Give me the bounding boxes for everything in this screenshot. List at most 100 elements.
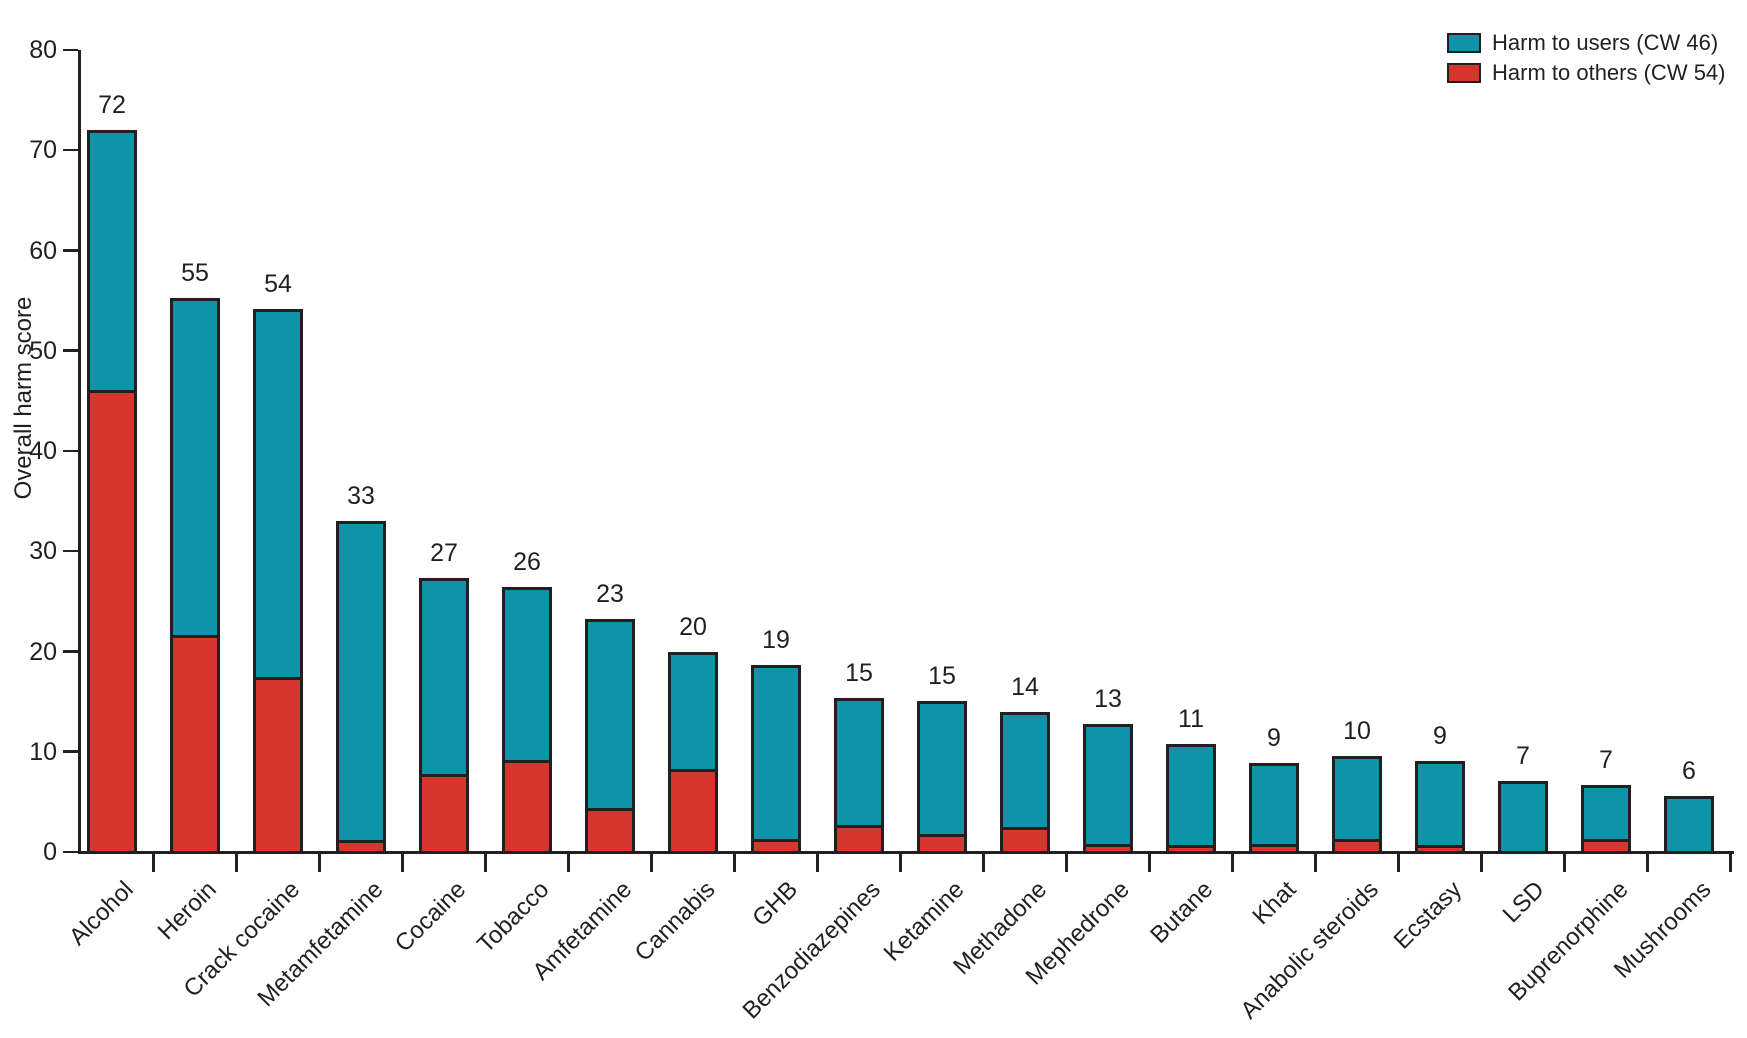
bar-segment-harm-to-others	[90, 389, 134, 851]
bar-crack-cocaine	[253, 308, 303, 854]
bar-segment-harm-to-others	[422, 773, 466, 851]
bar-ecstasy	[1415, 760, 1465, 854]
bar-lsd	[1498, 780, 1548, 854]
bar-segment-harm-to-others	[671, 768, 715, 851]
bar-segment-harm-to-others	[1418, 844, 1462, 851]
bar-segment-harm-to-others	[920, 833, 964, 851]
bar-value-label: 33	[347, 482, 375, 511]
y-axis-tick-label: 50	[29, 336, 57, 365]
x-axis-category-label: Cocaine	[389, 876, 472, 958]
bar-segment-harm-to-others	[1086, 843, 1130, 851]
legend-label: Harm to others (CW 54)	[1492, 60, 1726, 85]
bar-value-label: 19	[762, 625, 790, 654]
bar-methadone	[1000, 711, 1050, 854]
bar-segment-harm-to-others	[256, 676, 300, 851]
legend-swatch-teal	[1447, 33, 1481, 53]
y-axis-tick	[63, 249, 78, 252]
y-axis-tick-label: 40	[29, 437, 57, 465]
y-axis-tick-label: 30	[29, 537, 57, 566]
bar-khat	[1249, 762, 1299, 854]
x-axis-tick	[152, 853, 155, 872]
bar-cannabis	[668, 651, 718, 854]
x-axis-tick	[1646, 853, 1649, 872]
y-axis-tick	[63, 750, 78, 753]
bar-value-label: 7	[1516, 741, 1530, 770]
y-axis-tick-label: 60	[29, 236, 57, 265]
y-axis-tick-label: 0	[43, 838, 57, 866]
bar-value-label: 7	[1599, 745, 1613, 774]
bar-value-label: 72	[98, 91, 126, 120]
x-axis-tick	[567, 853, 570, 872]
x-axis-category-label: Alcohol	[64, 876, 140, 951]
bar-segment-harm-to-others	[1335, 838, 1379, 851]
x-axis-tick	[1314, 853, 1317, 872]
bar-heroin	[170, 297, 220, 854]
bar-value-label: 11	[1178, 704, 1204, 733]
bar-mephedrone	[1083, 723, 1133, 854]
y-axis-tick-label: 10	[29, 737, 57, 766]
bar-alcohol	[87, 130, 137, 854]
x-axis-tick	[1397, 853, 1400, 872]
legend-swatch-red	[1447, 63, 1481, 83]
x-axis-category-label: LSD	[1497, 876, 1551, 929]
bar-value-label: 6	[1682, 756, 1696, 785]
x-axis-tick	[733, 853, 736, 872]
bar-amfetamine	[585, 619, 635, 854]
y-axis-tick-label: 20	[29, 637, 57, 666]
x-axis-tick	[235, 853, 238, 872]
x-axis-category-label: Tobacco	[471, 876, 555, 959]
x-axis-tick	[1148, 853, 1151, 872]
y-axis-tick-label: 70	[29, 136, 57, 165]
x-axis-tick	[816, 853, 819, 872]
bar-segment-harm-to-others	[754, 838, 798, 851]
bar-segment-harm-to-others	[1169, 844, 1213, 851]
x-axis-tick	[1563, 853, 1566, 872]
legend-entry-harm-to-users: Harm to users (CW 46)	[1447, 32, 1726, 54]
legend-entry-harm-to-others: Harm to others (CW 54)	[1447, 62, 1726, 84]
bar-segment-harm-to-others	[1003, 826, 1047, 851]
bar-tobacco	[502, 587, 552, 854]
y-axis-line	[78, 50, 81, 853]
bar-segment-harm-to-others	[588, 807, 632, 851]
x-axis-tick	[1065, 853, 1068, 872]
legend-label: Harm to users (CW 46)	[1492, 30, 1719, 55]
bar-value-label: 55	[181, 258, 209, 287]
x-axis-line	[78, 851, 1734, 854]
bar-value-label: 54	[264, 269, 292, 298]
legend: Harm to users (CW 46) Harm to others (CW …	[1447, 32, 1726, 84]
bar-value-label: 23	[596, 580, 624, 609]
x-axis-category-label: Khat	[1247, 876, 1302, 931]
bar-segment-harm-to-others	[505, 759, 549, 851]
bar-segment-harm-to-others	[837, 824, 881, 851]
x-axis-tick	[982, 853, 985, 872]
bar-cocaine	[419, 578, 469, 854]
bar-value-label: 15	[845, 658, 873, 687]
bar-segment-harm-to-others	[1252, 843, 1296, 851]
y-axis-tick-label: 80	[29, 36, 57, 64]
bar-value-label: 9	[1267, 723, 1281, 752]
x-axis-tick	[318, 853, 321, 872]
y-axis-title: Overall harm score	[10, 296, 37, 500]
x-axis-category-label: Ecstasy	[1388, 876, 1468, 955]
x-axis-tick	[401, 853, 404, 872]
bar-metamfetamine	[336, 521, 386, 854]
x-axis-category-label: Heroin	[153, 876, 223, 946]
x-axis-tick	[484, 853, 487, 872]
bar-ghb	[751, 664, 801, 854]
x-axis-category-label: Butane	[1145, 876, 1219, 949]
x-axis-tick	[899, 853, 902, 872]
bar-segment-harm-to-others	[173, 635, 217, 851]
bar-ketamine	[917, 700, 967, 854]
y-axis-tick	[63, 349, 78, 352]
bar-value-label: 15	[928, 661, 956, 690]
bar-mushrooms	[1664, 795, 1714, 854]
bar-value-label: 27	[430, 539, 458, 568]
y-axis-tick	[63, 48, 78, 51]
y-axis-tick	[63, 850, 78, 853]
bar-segment-harm-to-others	[339, 839, 383, 851]
bar-butane	[1166, 743, 1216, 854]
bar-buprenorphine	[1581, 784, 1631, 854]
bar-value-label: 26	[513, 548, 541, 577]
y-axis-tick	[63, 449, 78, 452]
